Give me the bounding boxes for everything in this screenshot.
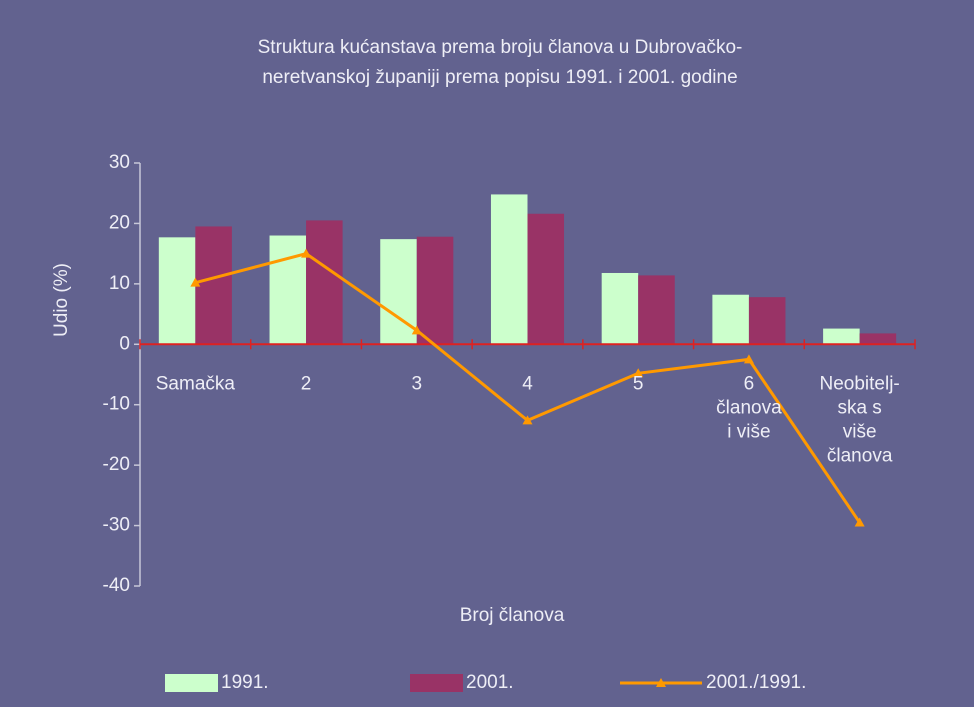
x-tick-label: 3 <box>411 373 422 394</box>
line-marker <box>301 248 312 258</box>
bar <box>416 236 454 345</box>
bar <box>527 213 565 345</box>
line-marker <box>743 354 754 364</box>
bar <box>380 239 417 345</box>
y-tick-label: 0 <box>119 333 130 354</box>
x-axis-title: Broj članova <box>460 605 565 626</box>
line-marker <box>411 325 422 335</box>
x-tick-label: Neobitelj-ska s više članova <box>820 373 900 466</box>
legend-swatch <box>165 674 218 692</box>
x-tick-label: 5 <box>633 373 644 394</box>
bar <box>859 333 897 345</box>
legend-swatch <box>410 674 463 692</box>
y-tick-label: -20 <box>103 454 130 475</box>
bar <box>823 328 860 345</box>
x-tick-label: Samačka <box>156 373 236 394</box>
y-tick-label: 10 <box>109 273 130 294</box>
x-tick-label: 2 <box>301 373 312 394</box>
line-marker <box>854 517 865 527</box>
bar <box>490 194 528 345</box>
y-axis-title: Udio (%) <box>51 263 72 337</box>
line-marker <box>522 415 533 425</box>
line-marker <box>190 277 201 287</box>
x-tick-label: 6 članova i više <box>716 373 782 442</box>
bar <box>748 297 786 345</box>
bar <box>712 294 749 345</box>
bar <box>306 220 343 345</box>
bar <box>158 237 196 345</box>
chart-title: Struktura kućanstava prema broju članova… <box>258 37 743 88</box>
bar <box>601 272 639 345</box>
legend-marker <box>656 678 666 687</box>
bar <box>638 275 675 345</box>
bar <box>195 226 232 345</box>
y-tick-label: -10 <box>103 394 130 415</box>
y-tick-label: -40 <box>103 575 130 596</box>
legend-label: 2001./1991. <box>706 672 806 693</box>
line-marker <box>633 368 644 378</box>
bar <box>269 235 307 345</box>
y-tick-label: 20 <box>109 212 130 233</box>
legend-label: 1991. <box>221 672 269 693</box>
legend-label: 2001. <box>466 672 514 693</box>
y-tick-label: -30 <box>103 515 130 536</box>
y-tick-label: 30 <box>109 152 130 173</box>
x-tick-label: 4 <box>522 373 533 394</box>
